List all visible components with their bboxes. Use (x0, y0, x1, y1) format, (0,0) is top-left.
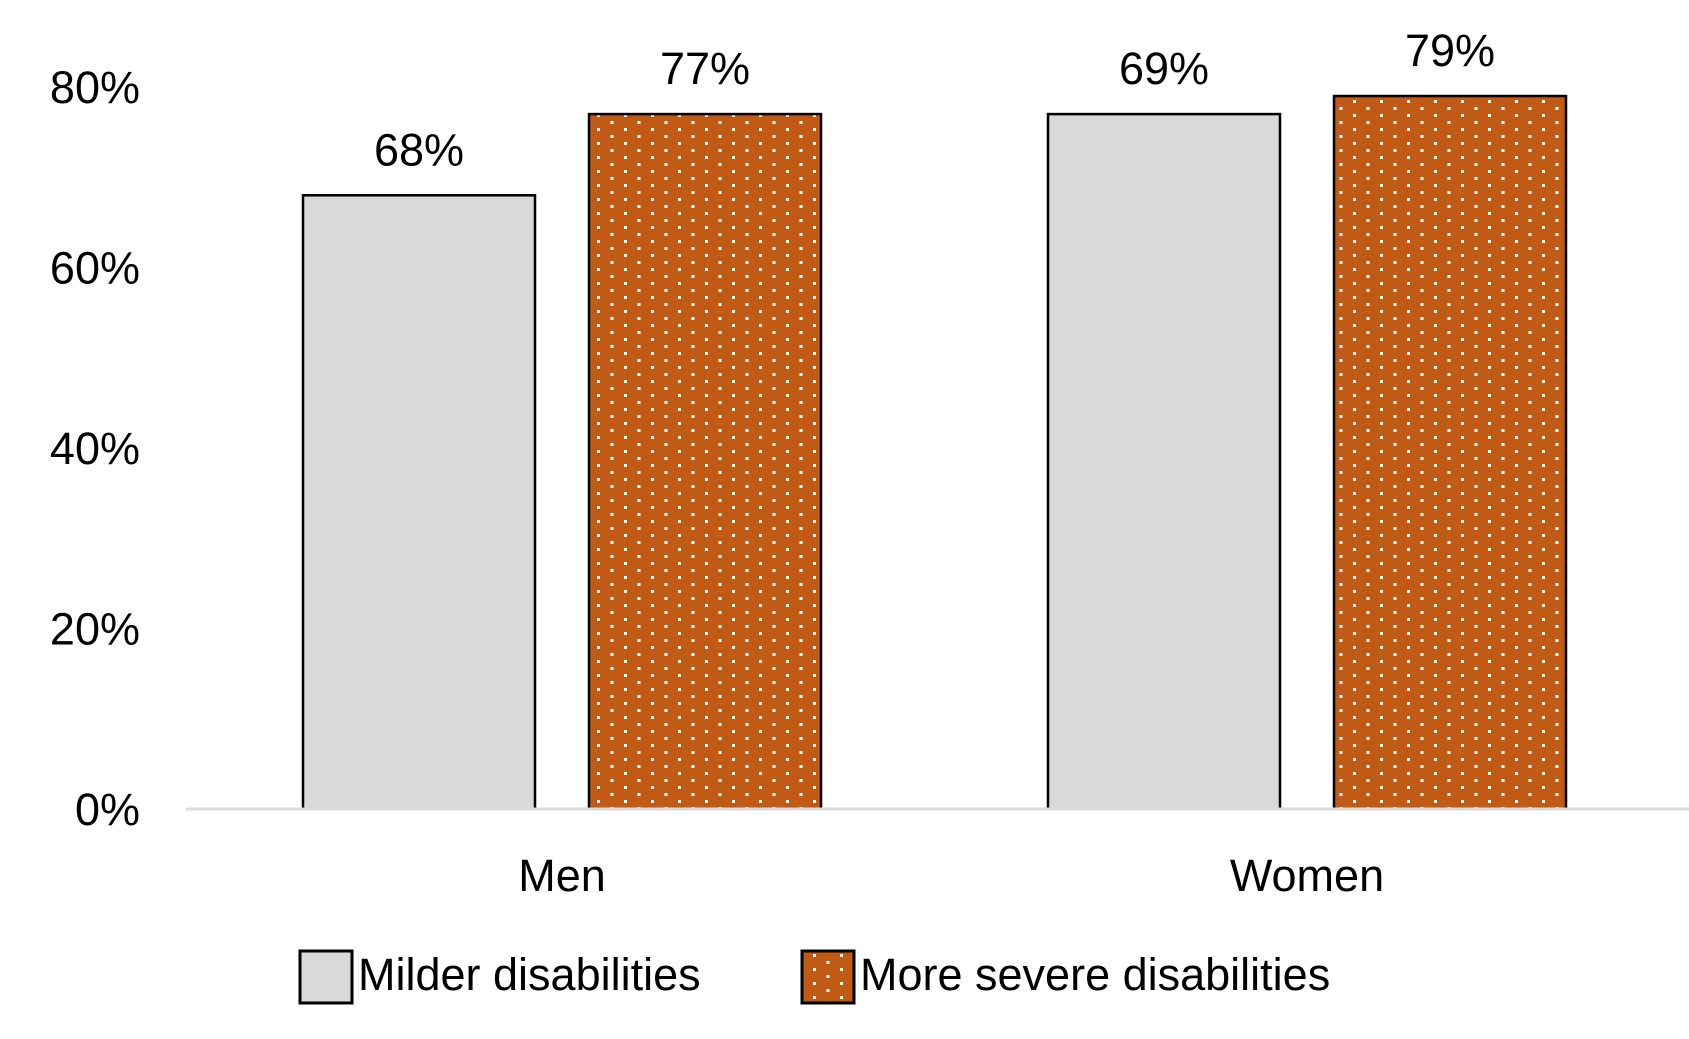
y-tick-label: 80% (50, 62, 140, 113)
data-label: 69% (1119, 43, 1209, 94)
data-label: 77% (660, 43, 750, 94)
legend-label: More severe disabilities (860, 949, 1330, 1000)
legend-swatch (298, 949, 354, 1005)
data-labels: 68% 77% 69% 79% (374, 25, 1495, 175)
data-label: 79% (1405, 25, 1495, 76)
bar-men-more-severe (587, 112, 823, 811)
category-label-women: Women (1230, 850, 1384, 901)
bars (301, 94, 1568, 811)
bar-men-milder (301, 194, 537, 811)
data-label: 68% (374, 124, 464, 175)
bar-women-more-severe (1332, 94, 1568, 811)
category-label-men: Men (518, 850, 606, 901)
bar-women-milder (1046, 112, 1282, 811)
category-labels: Men Women (518, 850, 1384, 901)
y-tick-label: 40% (50, 423, 140, 474)
y-tick-label: 0% (75, 784, 140, 835)
y-tick-label: 60% (50, 243, 140, 294)
legend-swatch (800, 949, 856, 1005)
y-tick-label: 20% (50, 604, 140, 655)
y-axis-ticks: 0% 20% 40% 60% 80% (50, 62, 140, 835)
legend-label: Milder disabilities (358, 949, 701, 1000)
legend: Milder disabilities More severe disabilit… (298, 949, 1330, 1005)
legend-item-more-severe: More severe disabilities (800, 949, 1330, 1005)
legend-item-milder: Milder disabilities (298, 949, 701, 1005)
